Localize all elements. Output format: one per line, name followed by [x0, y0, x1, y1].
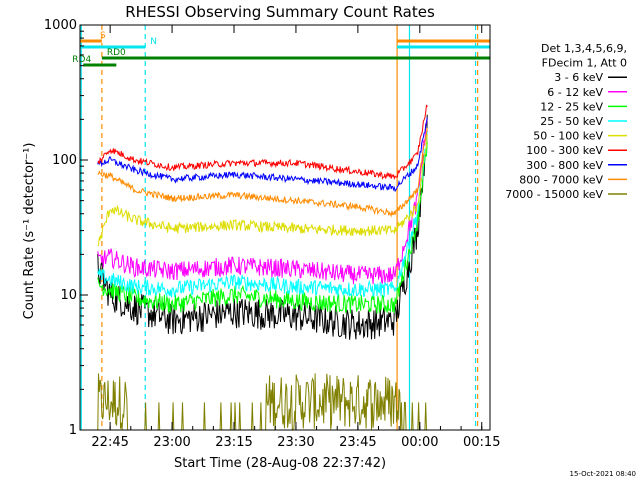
legend-header: Det 1,3,4,5,6,9,: [541, 42, 627, 55]
y-axis-label: Count Rate (s⁻¹ detector⁻¹): [22, 143, 37, 320]
legend-entry-label: 300 - 800 keV: [526, 159, 603, 172]
series-trace: [97, 127, 428, 218]
legend-entry-label: 50 - 100 keV: [533, 130, 603, 143]
series-trace: [97, 134, 428, 247]
flag-label: RD4: [72, 55, 91, 65]
flag-label: N: [150, 37, 157, 47]
x-tick-label: 23:15: [215, 435, 252, 450]
plot-frame: [79, 24, 491, 431]
flag-label: S: [100, 31, 106, 41]
timestamp-label: 15-Oct-2021 08:40: [570, 470, 636, 478]
x-tick-label: 00:00: [401, 435, 438, 450]
legend-header: FDecim 1, Att 0: [542, 57, 627, 70]
x-tick-label: 23:45: [339, 435, 376, 450]
flag-label: RD0: [107, 48, 126, 58]
x-axis-label: Start Time (28-Aug-08 22:37:42): [174, 456, 386, 471]
x-tick-label: 00:15: [463, 435, 500, 450]
y-tick-label: 1000: [44, 18, 77, 33]
legend-entry-label: 100 - 300 keV: [526, 144, 603, 157]
legend-entry-label: 12 - 25 keV: [540, 100, 603, 113]
series-trace: [97, 104, 428, 181]
legend-entry-label: 3 - 6 keV: [554, 71, 603, 84]
y-tick-label: 100: [52, 153, 77, 168]
x-tick-label: 23:00: [153, 435, 190, 450]
chart-title: RHESSI Observing Summary Count Rates: [125, 3, 435, 21]
x-tick-label: 23:30: [277, 435, 314, 450]
legend: Det 1,3,4,5,6,9, FDecim 1, Att 03 - 6 keV…: [505, 42, 627, 201]
legend-entry-label: 25 - 50 keV: [540, 115, 603, 128]
legend-entry-label: 7000 - 15000 keV: [505, 188, 603, 201]
series-trace: [97, 117, 428, 193]
y-tick-label: 10: [60, 288, 77, 303]
series-trace: [97, 141, 428, 314]
legend-entry-label: 6 - 12 keV: [547, 86, 603, 99]
plot-area: S N RD0 RD4 22:45 23:00 23:15 23:30 23:45 00:00 00…: [44, 18, 501, 450]
series-trace: [97, 114, 428, 340]
series-trace: [97, 118, 428, 285]
series-trace: [97, 131, 428, 298]
x-tick-label: 22:45: [91, 435, 128, 450]
y-tick-label: 1: [69, 423, 77, 438]
series-trace: [97, 373, 428, 431]
legend-entry-label: 800 - 7000 keV: [519, 173, 603, 186]
